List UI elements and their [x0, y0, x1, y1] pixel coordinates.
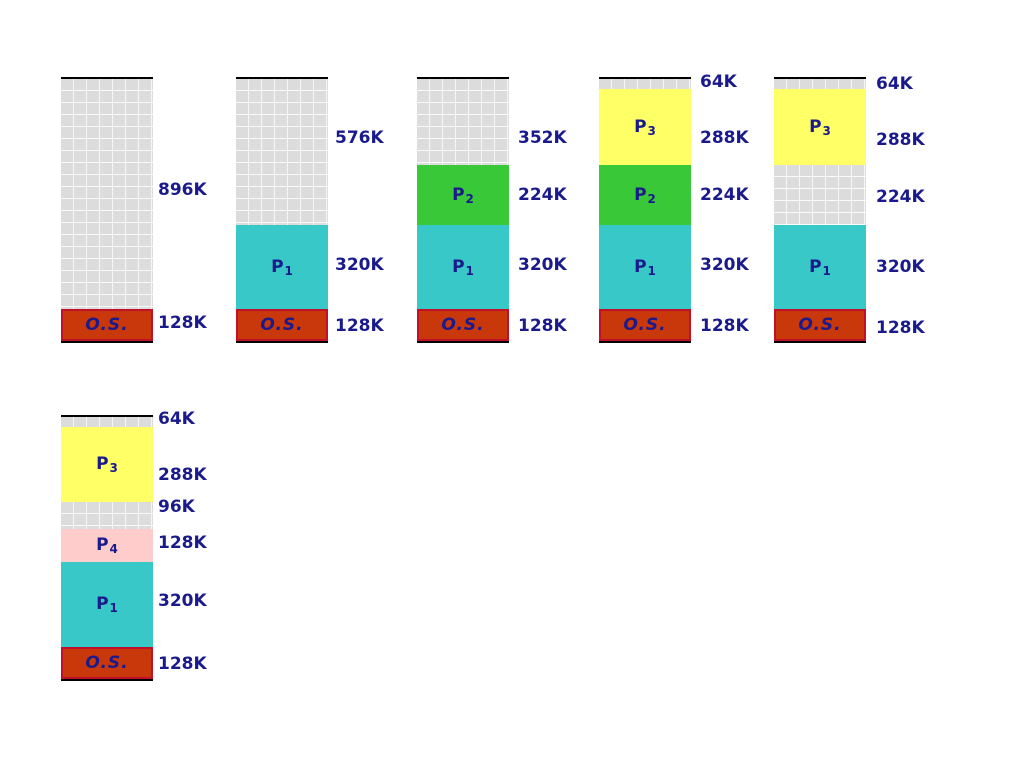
process-label-p1: P1	[271, 256, 293, 278]
memory-column-6: P3 P4 P1 O.S.	[61, 415, 153, 681]
os-block: O.S.	[61, 309, 153, 341]
free-block	[61, 502, 153, 529]
size-label-free: 64K	[700, 72, 737, 92]
process-block-p3: P3	[61, 427, 153, 502]
size-label-p1: 320K	[158, 591, 207, 611]
memory-column-1: O.S.	[61, 77, 153, 343]
size-label-free: 576K	[335, 128, 384, 148]
process-label-p1: P1	[96, 594, 118, 615]
process-label-p3: P3	[809, 116, 831, 138]
process-block-p1: P1	[599, 225, 691, 309]
os-label: O.S.	[85, 315, 129, 335]
os-block: O.S.	[236, 309, 328, 341]
size-label-p2: 224K	[700, 185, 749, 205]
free-block	[61, 79, 153, 309]
size-label-p3: 288K	[158, 465, 207, 485]
os-block: O.S.	[417, 309, 509, 341]
process-label-p1: P1	[634, 256, 656, 278]
process-label-p1: P1	[452, 256, 474, 278]
size-label-p3: 288K	[700, 128, 749, 148]
free-block	[417, 79, 509, 165]
size-label-p1: 320K	[518, 255, 567, 275]
size-label-os: 128K	[876, 318, 925, 338]
memory-column-4: P3 P2 P1 O.S.	[599, 77, 691, 343]
size-label-p2: 224K	[518, 185, 567, 205]
size-label-os: 128K	[700, 316, 749, 336]
process-block-p2: P2	[417, 165, 509, 225]
process-block-p1: P1	[774, 225, 866, 309]
size-label-p4: 128K	[158, 533, 207, 553]
size-label-os: 128K	[335, 316, 384, 336]
process-block-p3: P3	[774, 89, 866, 165]
os-label: O.S.	[260, 315, 304, 335]
os-label: O.S.	[623, 315, 667, 335]
process-label-p2: P2	[452, 184, 474, 206]
process-block-p1: P1	[236, 225, 328, 309]
process-label-p3: P3	[634, 116, 656, 138]
os-label: O.S.	[85, 653, 129, 673]
process-label-p2: P2	[634, 184, 656, 206]
memory-column-5: P3 P1 O.S.	[774, 77, 866, 343]
os-block: O.S.	[61, 647, 153, 679]
process-label-p1: P1	[809, 256, 831, 278]
size-label-free: 224K	[876, 187, 925, 207]
free-block	[599, 79, 691, 89]
size-label-free: 352K	[518, 128, 567, 148]
size-label-free: 96K	[158, 497, 195, 517]
process-block-p4: P4	[61, 529, 153, 562]
size-label-os: 128K	[518, 316, 567, 336]
process-block-p1: P1	[61, 562, 153, 647]
size-label-p1: 320K	[876, 257, 925, 277]
os-label: O.S.	[798, 315, 842, 335]
os-label: O.S.	[441, 315, 485, 335]
process-block-p3: P3	[599, 89, 691, 165]
memory-column-2: P1 O.S.	[236, 77, 328, 343]
process-block-p1: P1	[417, 225, 509, 309]
size-label-p1: 320K	[700, 255, 749, 275]
os-block: O.S.	[774, 309, 866, 341]
size-label-os: 128K	[158, 313, 207, 333]
process-label-p3: P3	[96, 454, 118, 475]
size-label-free: 64K	[876, 74, 913, 94]
process-label-p4: P4	[96, 535, 118, 556]
free-block	[61, 417, 153, 427]
size-label-free: 896K	[158, 180, 207, 200]
size-label-free: 64K	[158, 409, 195, 429]
memory-column-3: P2 P1 O.S.	[417, 77, 509, 343]
size-label-os: 128K	[158, 654, 207, 674]
size-label-p1: 320K	[335, 255, 384, 275]
free-block	[774, 79, 866, 89]
size-label-p3: 288K	[876, 130, 925, 150]
free-block	[236, 79, 328, 225]
free-block	[774, 165, 866, 225]
os-block: O.S.	[599, 309, 691, 341]
process-block-p2: P2	[599, 165, 691, 225]
